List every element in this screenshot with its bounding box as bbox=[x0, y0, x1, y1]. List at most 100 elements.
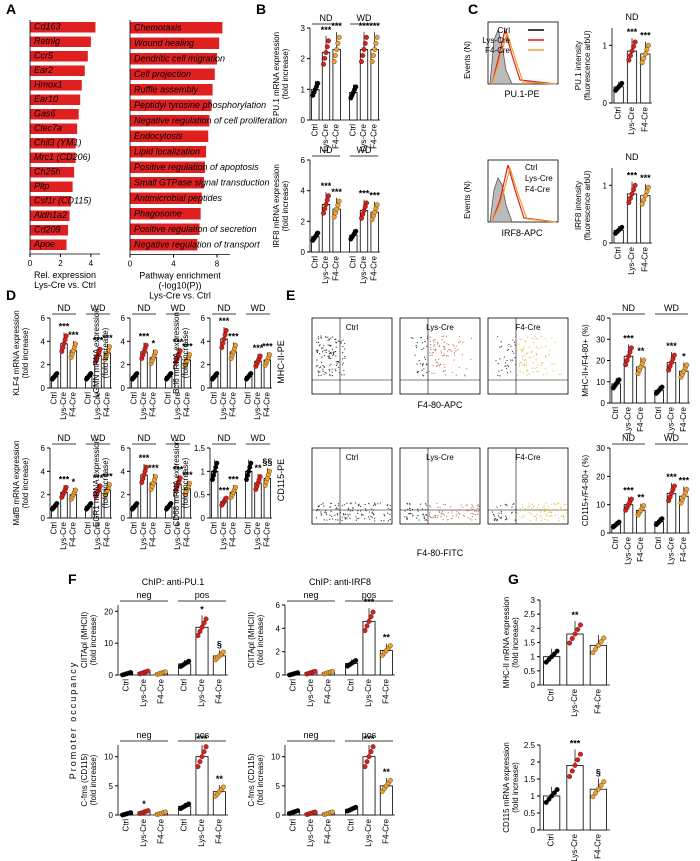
ytick-G1-1: 0.5 bbox=[524, 667, 536, 676]
point-E2-5-4 bbox=[684, 486, 690, 492]
point-G2-1-3 bbox=[575, 757, 581, 763]
ytick-D2-0: 0 bbox=[121, 384, 126, 393]
point-C1-1-4 bbox=[632, 39, 638, 45]
point-F1-3-4 bbox=[186, 658, 192, 664]
xlabel-A_right-2: Lys-Cre vs. Ctrl bbox=[149, 291, 211, 301]
point-B1-4-1 bbox=[360, 53, 366, 58]
ytick-F2-3: 6 bbox=[276, 601, 281, 610]
bar-A_left-7 bbox=[30, 123, 78, 134]
point-F2-2-4 bbox=[329, 668, 335, 674]
label-A_right-1: Wound healing bbox=[134, 38, 194, 48]
point-F3-4-2 bbox=[199, 754, 205, 760]
point-D5-4-4 bbox=[177, 475, 183, 481]
label-A_right-12: Phagosome bbox=[134, 209, 182, 219]
point-B2-2-4 bbox=[336, 198, 342, 204]
bar-A_left-4 bbox=[30, 80, 82, 91]
ytick-E1-2: 20 bbox=[596, 357, 605, 366]
bar-A_right-1 bbox=[130, 37, 220, 49]
sig-D1-2: *** bbox=[68, 330, 79, 340]
ytick-B2-0: 0 bbox=[301, 248, 306, 257]
sig-F2-4: *** bbox=[364, 597, 375, 607]
bar-A_left-14 bbox=[30, 225, 69, 236]
label-A_right-10: Small GTPase signal transduction bbox=[134, 178, 270, 188]
bar-A_left-2 bbox=[30, 51, 88, 62]
flow-c2-xlabel: IRF8-APC bbox=[501, 228, 543, 238]
ylabel-C2-0: IRF8 intensity bbox=[574, 181, 583, 230]
label-A_right-3: Cell projection bbox=[134, 69, 191, 79]
group-label-F2-1: pos bbox=[362, 590, 377, 600]
xtick-G2-0: Ctrl bbox=[547, 834, 556, 847]
ytick-B2-1: 2 bbox=[301, 217, 306, 226]
sig-D4-2: * bbox=[72, 477, 76, 487]
chart-a-pathway-enrichment: Chemotaxis Wound healing Dendritic cell mi… bbox=[128, 20, 287, 301]
xtick-F2-4: Lys-Cre bbox=[364, 678, 373, 706]
ytick-F1-2: 20 bbox=[104, 607, 113, 616]
group-label-D6-1: WD bbox=[251, 433, 266, 443]
bar-A_right-12 bbox=[130, 208, 201, 220]
point-G2-2-2 bbox=[595, 786, 601, 792]
xtick-E1-2: F4-Cre bbox=[636, 406, 645, 431]
point-F4-3-4 bbox=[353, 804, 359, 810]
sig-F1-5: § bbox=[217, 639, 222, 649]
xtick-D1-0: Ctrl bbox=[50, 392, 59, 405]
point-G1-2-0 bbox=[590, 650, 596, 656]
point-C1-1-0 bbox=[626, 57, 632, 63]
ylabel-E1-0: MHC-II+/F4-80+ (%) bbox=[581, 324, 590, 397]
group-label-F4-1: pos bbox=[362, 730, 377, 740]
ylabel-D3-0: Bcl6 mRNA expression bbox=[172, 312, 181, 394]
xtick-G1-2: F4-Cre bbox=[593, 688, 602, 713]
point-E2-0-4 bbox=[616, 519, 622, 525]
label-A_left-12: Csf1r (CD115) bbox=[34, 196, 91, 206]
xlabel-A_right-0: Pathway enrichment bbox=[139, 271, 221, 281]
group-label-F2-0: neg bbox=[303, 590, 318, 600]
ylabel-D2-0: LGMN mRNA expression bbox=[92, 308, 101, 397]
sig-D2-2: * bbox=[152, 339, 156, 349]
point-D3-1-0 bbox=[219, 345, 225, 350]
xtick-F1-1: Lys-Cre bbox=[139, 678, 148, 706]
sig-F3-4: *** bbox=[197, 734, 208, 744]
point-D4-2-4 bbox=[73, 487, 78, 493]
chart-F2: 0 2 4 6 CIITApl (MHCII) (fold increase) Ctrl Ly… bbox=[247, 577, 395, 707]
title-C1: ND bbox=[626, 12, 639, 22]
sig-D2-1: *** bbox=[139, 331, 150, 341]
xlabel-A_right-1: (-log10(P)) bbox=[158, 281, 201, 291]
point-B1-4-0 bbox=[359, 59, 364, 65]
point-B1-2-0 bbox=[331, 59, 337, 65]
xtick-D3-5: F4-Cre bbox=[262, 391, 271, 416]
point-D5-1-4 bbox=[143, 464, 149, 470]
panel-letter-d: D bbox=[6, 287, 16, 303]
sig-B1-4: *** bbox=[359, 21, 370, 31]
sig-D1-5: *** bbox=[102, 333, 113, 343]
point-E1-4-4 bbox=[671, 352, 677, 358]
point-F1-4-0 bbox=[195, 633, 201, 639]
point-B2-1-4 bbox=[326, 193, 331, 199]
ytick-D6-2: 1 bbox=[201, 467, 206, 476]
ytick-E1-3: 30 bbox=[596, 335, 605, 344]
xtick-F3-4: Lys-Cre bbox=[197, 818, 206, 846]
point-G1-2-4 bbox=[601, 635, 607, 641]
chart-C1: 0 1 PU.1 intensity (fluorescence arbU) Ctrl *… bbox=[574, 12, 652, 135]
point-G2-1-2 bbox=[572, 762, 578, 768]
sig-E1-5: * bbox=[682, 351, 686, 361]
xlabel-A_left-1: Lys-Cre vs. Ctrl bbox=[34, 280, 96, 290]
xtick-D4-1: Lys-Cre bbox=[59, 521, 68, 549]
ytick-D1-1: 2 bbox=[41, 361, 46, 370]
chart-E2: 0 10 20 30 CD115+/F4-80+ (%) Ctrl *** Lys-Cre **… bbox=[581, 433, 690, 565]
sig-F4-5: ** bbox=[383, 767, 391, 777]
chart-B2: 0 2 4 6 IRF8 mRNA expression (fold increase) C… bbox=[272, 145, 380, 284]
point-B1-2-4 bbox=[336, 34, 342, 40]
point-D1-0-4 bbox=[54, 371, 60, 377]
chart-F4: 0 5 10 C-fms (CD115) (fold increase) Ctrl Lys-… bbox=[247, 730, 395, 847]
ytick-G1-3: 1.5 bbox=[524, 639, 536, 648]
xtick-D3-1: Lys-Cre bbox=[219, 391, 228, 419]
bar-A_left-10 bbox=[30, 167, 75, 178]
point-E2-2-4 bbox=[641, 503, 647, 509]
ytick-F2-1: 2 bbox=[276, 648, 281, 657]
flow-c1-ylabel: Events (N) bbox=[463, 41, 472, 79]
point-B2-1-2 bbox=[323, 202, 329, 207]
flow-dotplots: Ctrl Lys-Cre F4-Cre Ctrl Lys-Cre F4-Cre bbox=[311, 317, 569, 525]
ytick-B1-0: 0 bbox=[301, 116, 306, 125]
group-label-D4-1: WD bbox=[91, 433, 106, 443]
